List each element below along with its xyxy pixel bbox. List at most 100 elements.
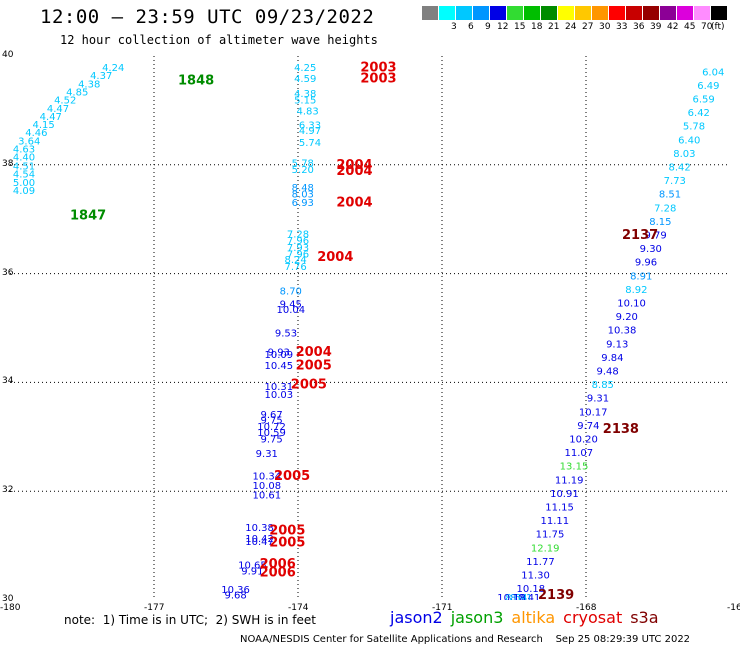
y-tick-label: 36 bbox=[2, 267, 14, 278]
color-scale-label: 70 bbox=[701, 22, 713, 32]
wave-height-value: 5.78 bbox=[292, 159, 314, 170]
wave-height-value: 4.47 bbox=[47, 104, 69, 115]
wave-height-value: 10.10 bbox=[617, 299, 646, 310]
wave-height-value: 10.31 bbox=[264, 382, 293, 393]
color-swatch bbox=[507, 6, 524, 20]
color-swatch bbox=[541, 6, 558, 20]
wave-height-value: 11.30 bbox=[521, 571, 550, 582]
wave-height-value: 10.38 bbox=[245, 523, 274, 534]
wave-height-value: 9.84 bbox=[601, 353, 623, 364]
color-scale-unit: (ft) bbox=[711, 22, 725, 32]
wave-height-value: 8.24 bbox=[284, 255, 306, 266]
wave-height-value: 8.15 bbox=[649, 217, 671, 228]
wave-height-value: 8.42 bbox=[668, 163, 690, 174]
color-scale-label: 18 bbox=[531, 22, 543, 32]
wave-height-value: 10.61 bbox=[252, 491, 281, 502]
wave-height-value: 9.48 bbox=[596, 367, 618, 378]
wave-height-value: 5.20 bbox=[292, 165, 314, 176]
satellite-legend: jason2 jason3 altika cryosat s3a bbox=[390, 608, 667, 627]
page-title: 12:00 – 23:59 UTC 09/23/2022 bbox=[40, 6, 375, 28]
wave-height-value: 8.03 bbox=[292, 190, 314, 201]
color-swatch bbox=[422, 6, 439, 20]
wave-height-value: 10.04 bbox=[276, 305, 305, 316]
color-scale-label: 36 bbox=[633, 22, 645, 32]
color-swatch bbox=[609, 6, 626, 20]
wave-height-value: 4.83 bbox=[296, 106, 318, 117]
satellite-legend-item: jason3 bbox=[450, 608, 504, 627]
color-swatch bbox=[694, 6, 711, 20]
wave-height-value: 9.75 bbox=[260, 415, 282, 426]
pass-time-label: 2005 bbox=[296, 359, 332, 374]
pass-time-label: 2137 bbox=[622, 228, 658, 243]
x-tick-label: -177 bbox=[144, 603, 165, 613]
color-scale-label: 15 bbox=[514, 22, 526, 32]
wave-height-value: 7.93 bbox=[287, 243, 309, 254]
wave-height-value: 9.30 bbox=[640, 244, 662, 255]
wave-height-value: 6.49 bbox=[697, 81, 719, 92]
color-scale-label: 42 bbox=[667, 22, 679, 32]
wave-height-value: 4.47 bbox=[40, 112, 62, 123]
wave-height-value: 9.96 bbox=[635, 258, 657, 269]
wave-height-value: 4.37 bbox=[90, 71, 112, 82]
wave-height-value: 4.52 bbox=[54, 96, 76, 107]
wave-height-value: 5.15 bbox=[294, 96, 316, 107]
wave-height-value: 7.73 bbox=[664, 176, 686, 187]
satellite-legend-item: s3a bbox=[630, 608, 659, 627]
wave-height-value: 4.51 bbox=[13, 161, 35, 172]
wave-height-value: 5.00 bbox=[13, 178, 35, 189]
wave-height-value: 4.40 bbox=[13, 153, 35, 164]
color-swatch bbox=[677, 6, 694, 20]
color-swatch bbox=[473, 6, 490, 20]
y-tick-label: 34 bbox=[2, 376, 14, 387]
color-scale-label: 30 bbox=[599, 22, 611, 32]
wave-height-value: 6.42 bbox=[688, 108, 710, 119]
wave-height-value: 7.76 bbox=[284, 262, 306, 273]
wave-height-value: 4.85 bbox=[66, 87, 88, 98]
wave-height-value: 11.11 bbox=[540, 516, 569, 527]
color-swatch bbox=[711, 6, 728, 20]
color-swatch bbox=[558, 6, 575, 20]
pass-time-label: 2004 bbox=[296, 345, 332, 360]
wave-height-value: 10.18 bbox=[516, 584, 545, 595]
pass-time-label: 2005 bbox=[269, 535, 305, 550]
wave-height-value: 4.97 bbox=[299, 126, 321, 137]
wave-height-value: 10.38 bbox=[608, 326, 637, 337]
color-swatch bbox=[592, 6, 609, 20]
wave-height-value: 4.09 bbox=[13, 186, 35, 197]
x-tick-label: -168 bbox=[576, 603, 597, 613]
wave-height-value: 4.25 bbox=[294, 63, 316, 74]
satellite-legend-item: cryosat bbox=[563, 608, 623, 627]
wave-height-value: 4.38 bbox=[78, 79, 100, 90]
color-scale-label: 45 bbox=[684, 22, 696, 32]
wave-height-value: 10.47 bbox=[245, 537, 274, 548]
wave-height-value: 12.19 bbox=[531, 543, 560, 554]
color-scale-label: 39 bbox=[650, 22, 662, 32]
wave-height-value: 8.54 bbox=[505, 593, 527, 600]
wave-height-value: 4.59 bbox=[294, 74, 316, 85]
wave-height-value: 10.45 bbox=[264, 361, 293, 372]
x-tick-label: -16 bbox=[727, 603, 740, 613]
color-swatch bbox=[626, 6, 643, 20]
wave-height-value: 9.68 bbox=[224, 591, 246, 600]
wave-height-value: 9.45 bbox=[280, 300, 302, 311]
wave-height-value: 9.13 bbox=[606, 339, 628, 350]
wave-height-value: 11.75 bbox=[536, 530, 565, 541]
pass-time-label: 2003 bbox=[360, 71, 396, 86]
wave-height-value: 9.67 bbox=[260, 410, 282, 421]
wave-height-value: 9.79 bbox=[644, 231, 666, 242]
color-scale-label: 21 bbox=[548, 22, 560, 32]
wave-height-value: 8.70 bbox=[280, 287, 302, 298]
wave-height-value: 8.03 bbox=[673, 149, 695, 160]
wave-height-value: 9.93 bbox=[268, 347, 290, 358]
wave-height-value: 9.91 bbox=[241, 567, 263, 578]
wave-height-value: 8.51 bbox=[659, 190, 681, 201]
wave-height-value: 6.59 bbox=[692, 95, 714, 106]
pass-time-label: 2139 bbox=[538, 588, 574, 600]
color-scale-label: 9 bbox=[485, 22, 491, 32]
wave-height-value: 4.38 bbox=[294, 89, 316, 100]
wave-height-value: 9.53 bbox=[275, 328, 297, 339]
color-swatch bbox=[456, 6, 473, 20]
color-swatch bbox=[439, 6, 456, 20]
y-tick-label: 32 bbox=[2, 485, 14, 496]
footer-note: note: 1) Time is in UTC; 2) SWH is in fe… bbox=[64, 613, 316, 627]
